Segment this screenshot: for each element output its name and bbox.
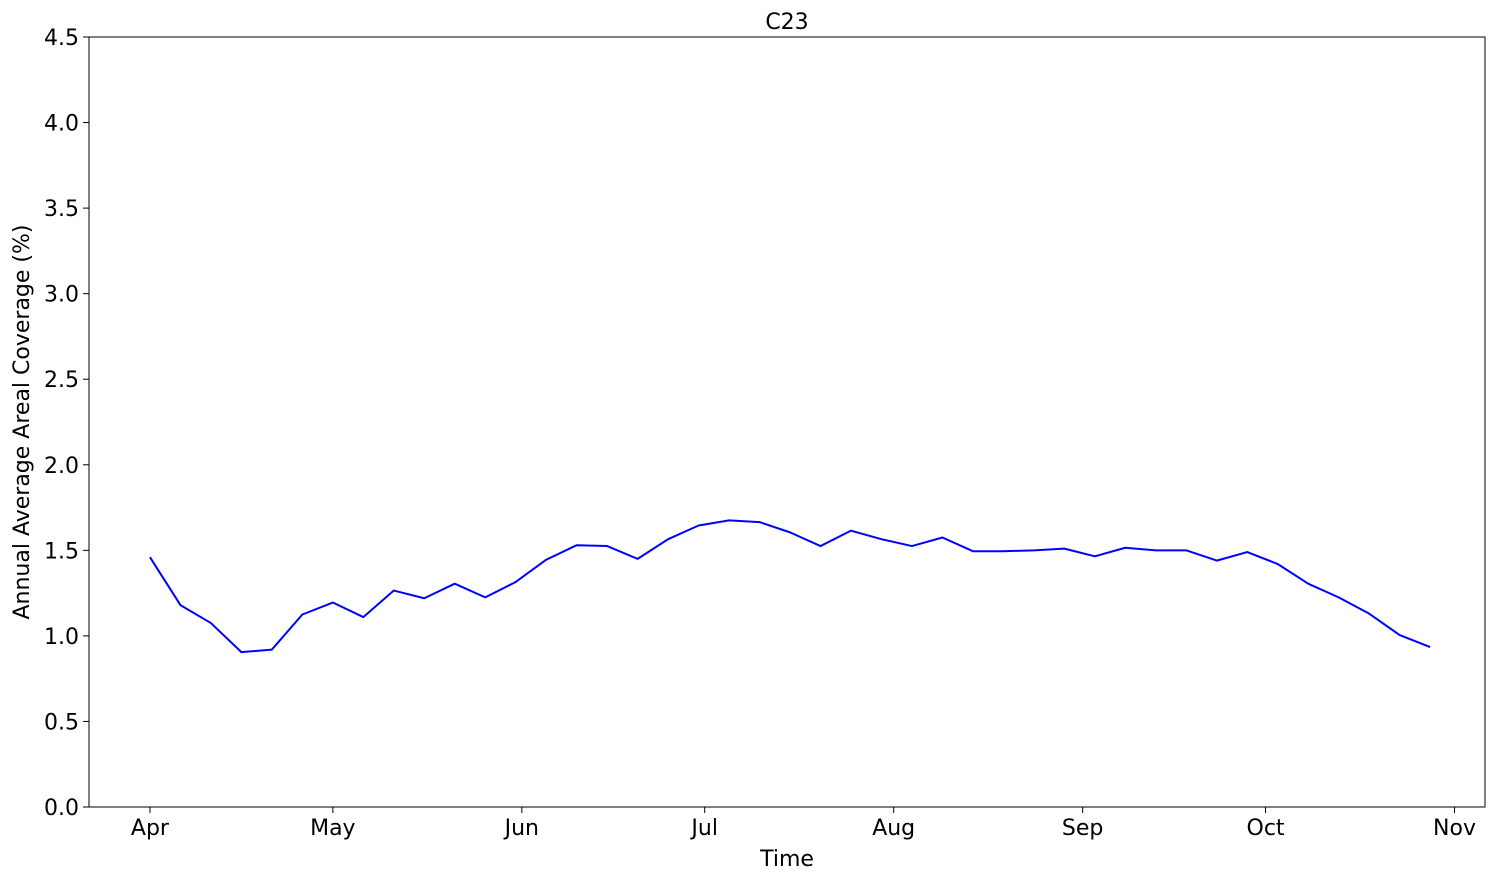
y-tick-label: 2.0 bbox=[44, 454, 79, 479]
data-point bbox=[362, 616, 364, 618]
data-point bbox=[820, 545, 822, 547]
data-point bbox=[515, 581, 517, 583]
data-point bbox=[1429, 646, 1431, 648]
data-point bbox=[1368, 613, 1370, 615]
data-point bbox=[1033, 549, 1035, 551]
data-point bbox=[271, 649, 273, 651]
data-point bbox=[789, 531, 791, 533]
y-tick-label: 3.5 bbox=[44, 197, 79, 222]
y-axis-label: Annual Average Areal Coverage (%) bbox=[10, 224, 35, 619]
x-tick-label: May bbox=[310, 816, 355, 841]
data-point bbox=[667, 538, 669, 540]
x-tick-label: Nov bbox=[1433, 816, 1476, 841]
y-tick-label: 0.5 bbox=[44, 710, 79, 735]
data-point bbox=[759, 521, 761, 523]
data-point bbox=[454, 583, 456, 585]
data-point bbox=[301, 614, 303, 616]
x-tick-label: Apr bbox=[131, 816, 170, 841]
x-tick-label: Oct bbox=[1247, 816, 1285, 841]
data-point bbox=[332, 602, 334, 604]
data-point bbox=[1002, 550, 1004, 552]
data-point bbox=[637, 558, 639, 560]
data-point bbox=[484, 596, 486, 598]
x-tick-label: Jul bbox=[689, 816, 718, 841]
data-point bbox=[1277, 563, 1279, 565]
data-point bbox=[576, 544, 578, 546]
y-tick-label: 2.5 bbox=[44, 368, 79, 393]
data-point bbox=[149, 556, 151, 558]
data-point bbox=[1216, 560, 1218, 562]
data-point bbox=[179, 604, 181, 606]
data-point bbox=[240, 651, 242, 653]
data-point bbox=[850, 530, 852, 532]
data-point bbox=[210, 622, 212, 624]
data-point bbox=[423, 597, 425, 599]
series-layer bbox=[149, 519, 1431, 654]
data-point bbox=[728, 519, 730, 521]
x-tick-label: Jun bbox=[503, 816, 539, 841]
data-point bbox=[911, 545, 913, 547]
data-point bbox=[941, 537, 943, 539]
y-axis: 0.0 0.5 1.0 1.5 2.0 2.5 3.0 3.5 4.0 4.5 bbox=[44, 26, 89, 821]
data-point bbox=[545, 559, 547, 561]
y-tick-label: 1.0 bbox=[44, 625, 79, 650]
y-tick-label: 4.0 bbox=[44, 112, 79, 137]
series-line bbox=[149, 519, 1431, 654]
data-point bbox=[1124, 547, 1126, 549]
x-axis-label: Time bbox=[759, 847, 814, 872]
plot-area bbox=[88, 36, 1486, 808]
data-point bbox=[698, 525, 700, 527]
data-point bbox=[1338, 596, 1340, 598]
data-point bbox=[1246, 551, 1248, 553]
data-point bbox=[606, 545, 608, 547]
data-point bbox=[1185, 549, 1187, 551]
y-tick-label: 4.5 bbox=[44, 26, 79, 51]
data-point bbox=[1155, 549, 1157, 551]
data-point bbox=[880, 538, 882, 540]
x-axis: Apr May Jun Jul Aug Sep Oct Nov bbox=[131, 807, 1476, 841]
y-tick-label: 3.0 bbox=[44, 283, 79, 308]
data-point bbox=[1094, 555, 1096, 557]
x-tick-label: Sep bbox=[1062, 816, 1103, 841]
y-tick-label: 1.5 bbox=[44, 539, 79, 564]
data-point bbox=[1307, 583, 1309, 585]
data-point bbox=[972, 550, 974, 552]
x-tick-label: Aug bbox=[872, 816, 915, 841]
data-point bbox=[1063, 548, 1065, 550]
data-point bbox=[393, 590, 395, 592]
y-tick-label: 0.0 bbox=[44, 796, 79, 821]
chart-title: C23 bbox=[765, 10, 808, 35]
data-point bbox=[1399, 634, 1401, 636]
